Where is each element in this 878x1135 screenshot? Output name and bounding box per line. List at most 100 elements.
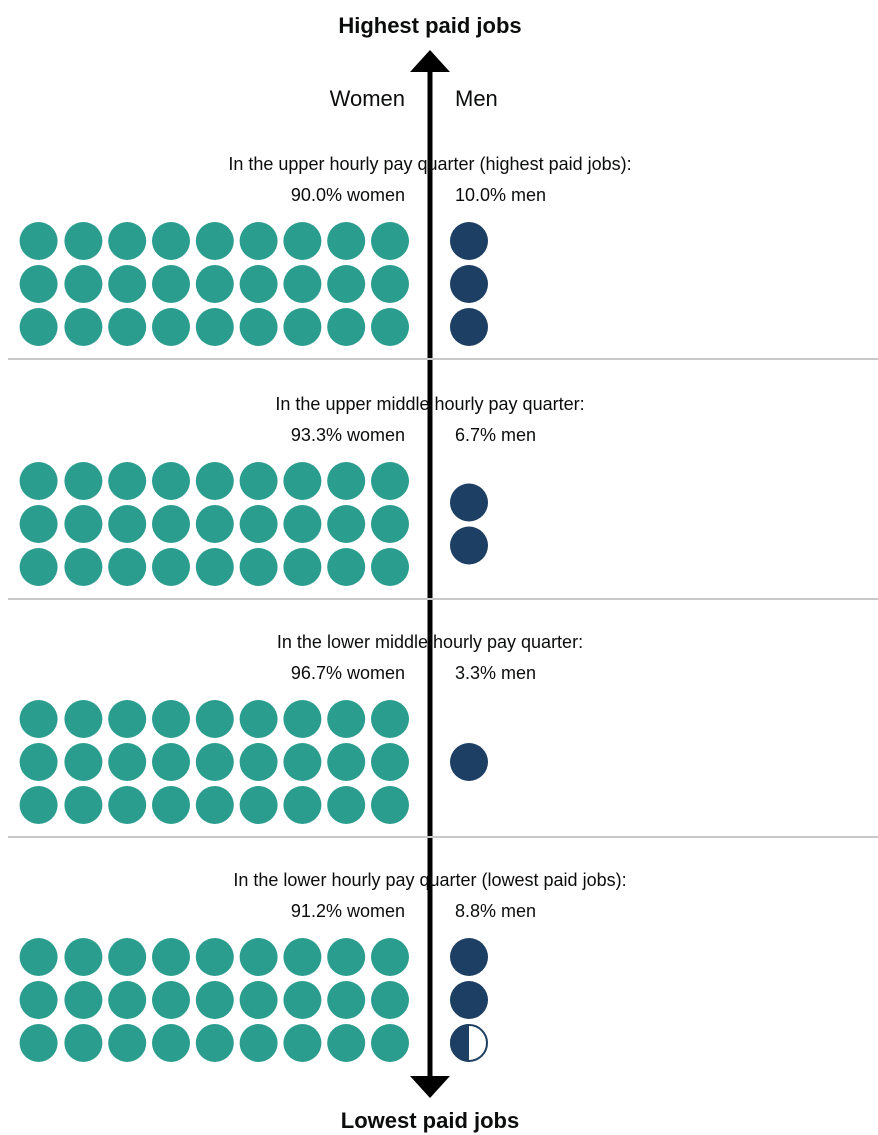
women-dot	[239, 222, 278, 260]
women-percentage-label: 96.7% women	[291, 663, 405, 683]
women-dot	[19, 786, 58, 824]
women-dot	[371, 222, 409, 260]
women-dot	[108, 308, 147, 346]
women-dot	[239, 265, 278, 303]
men-percentage-label: 8.8% men	[455, 901, 536, 921]
women-dot	[371, 743, 409, 781]
women-dot	[19, 505, 58, 543]
women-dot	[283, 222, 322, 260]
women-dot	[371, 548, 409, 586]
women-dot	[64, 981, 103, 1019]
arrow-up	[410, 50, 450, 72]
women-dot	[64, 1024, 103, 1062]
quarter-4: In the lower hourly pay quarter (lowest …	[19, 870, 627, 1062]
arrow-down	[410, 1076, 450, 1098]
women-dot	[327, 938, 366, 976]
men-dot	[450, 981, 488, 1019]
women-dot	[283, 505, 322, 543]
women-dot	[371, 981, 409, 1019]
women-dot	[371, 308, 409, 346]
women-dot	[327, 981, 366, 1019]
women-dot	[108, 786, 147, 824]
women-dot	[195, 938, 234, 976]
women-dot	[327, 1024, 366, 1062]
women-dot	[283, 981, 322, 1019]
women-dot	[152, 462, 190, 500]
quarter-3: In the lower middle hourly pay quarter: 9…	[19, 632, 583, 824]
women-dot	[152, 786, 190, 824]
women-dot	[64, 505, 103, 543]
men-side-label: Men	[455, 86, 498, 111]
women-dot	[327, 308, 366, 346]
women-dot	[327, 265, 366, 303]
quarter-2: In the upper middle hourly pay quarter: 9…	[19, 394, 585, 586]
men-dot	[450, 483, 488, 522]
women-dot	[327, 548, 366, 586]
women-dot	[19, 462, 58, 500]
women-dot	[239, 743, 278, 781]
women-dot	[64, 265, 103, 303]
men-dot	[450, 1024, 488, 1062]
women-dot	[195, 222, 234, 260]
quarter-1: In the upper hourly pay quarter (highest…	[19, 154, 632, 346]
men-dot	[450, 526, 488, 565]
quarters-layer: In the upper hourly pay quarter (highest…	[19, 154, 632, 1062]
women-percentage-label: 93.3% women	[291, 425, 405, 445]
women-dot	[152, 548, 190, 586]
men-percentage-label: 3.3% men	[455, 663, 536, 683]
men-percentage-label: 6.7% men	[455, 425, 536, 445]
axis-line	[427, 62, 433, 1082]
women-dot	[108, 1024, 147, 1062]
women-dot	[195, 786, 234, 824]
women-dot	[327, 786, 366, 824]
women-dot	[283, 462, 322, 500]
women-dot	[108, 700, 147, 738]
women-dot	[152, 308, 190, 346]
women-dot	[195, 462, 234, 500]
women-dot	[64, 743, 103, 781]
women-dot	[327, 743, 366, 781]
women-dot	[195, 505, 234, 543]
quarter-title: In the lower middle hourly pay quarter:	[277, 632, 583, 652]
women-dot	[283, 786, 322, 824]
women-dot	[19, 938, 58, 976]
women-dot	[283, 265, 322, 303]
women-dot	[239, 938, 278, 976]
women-dot	[19, 1024, 58, 1062]
women-dot	[19, 700, 58, 738]
quarter-title: In the upper hourly pay quarter (highest…	[228, 154, 631, 174]
women-dot	[371, 700, 409, 738]
women-dot	[64, 938, 103, 976]
men-percentage-label: 10.0% men	[455, 185, 546, 205]
women-dot	[239, 1024, 278, 1062]
women-dot	[19, 981, 58, 1019]
women-dot	[152, 938, 190, 976]
women-side-label: Women	[330, 86, 405, 111]
women-dot	[64, 786, 103, 824]
quarter-title: In the upper middle hourly pay quarter:	[275, 394, 584, 414]
women-dot	[239, 505, 278, 543]
men-dot	[450, 308, 488, 346]
women-dot	[108, 548, 147, 586]
women-dot	[195, 700, 234, 738]
women-dot	[371, 462, 409, 500]
women-dot	[239, 462, 278, 500]
women-dot	[239, 981, 278, 1019]
women-dot	[108, 265, 147, 303]
women-dot	[283, 743, 322, 781]
women-percentage-label: 90.0% women	[291, 185, 405, 205]
women-dot	[195, 265, 234, 303]
women-dot	[19, 308, 58, 346]
women-dot	[371, 938, 409, 976]
women-dot	[283, 700, 322, 738]
women-dot	[327, 462, 366, 500]
women-dot	[195, 548, 234, 586]
women-dot	[239, 548, 278, 586]
women-dot	[283, 308, 322, 346]
women-dot	[152, 981, 190, 1019]
women-dot	[327, 700, 366, 738]
women-dot	[152, 222, 190, 260]
women-dot	[195, 981, 234, 1019]
men-dot	[450, 743, 488, 781]
women-dot	[371, 265, 409, 303]
